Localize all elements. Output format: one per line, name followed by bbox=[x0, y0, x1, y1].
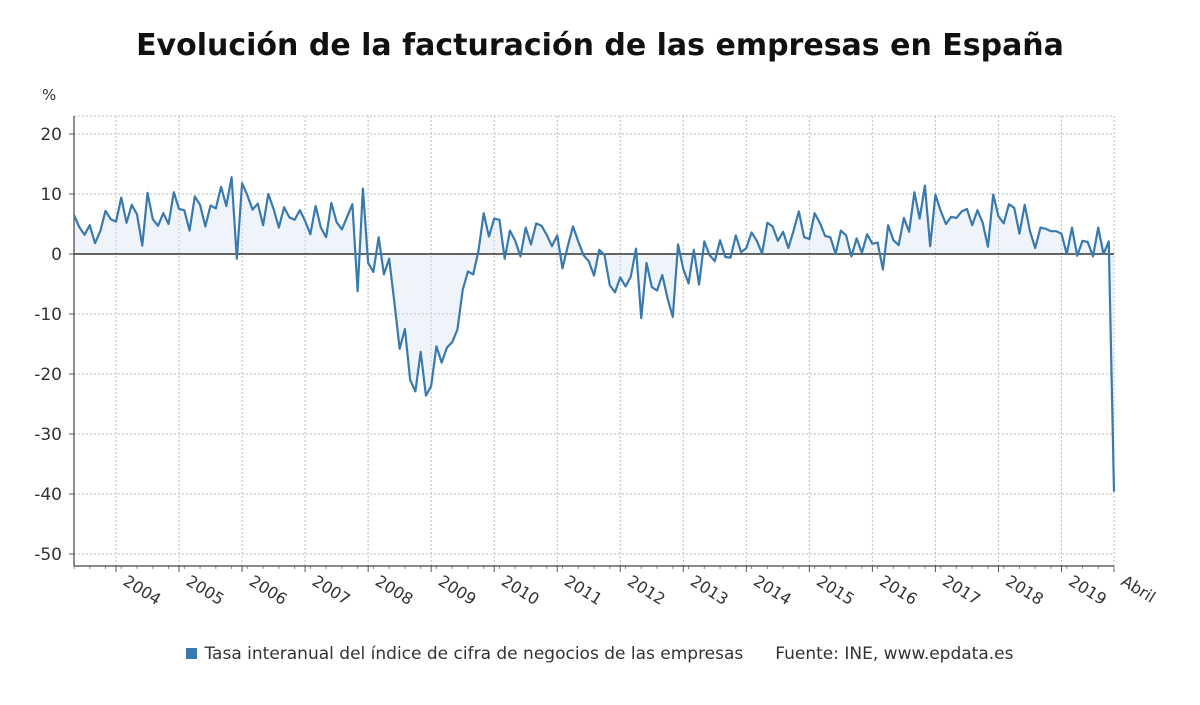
x-tick-label: 2012 bbox=[624, 571, 669, 609]
x-tick-label: 2008 bbox=[372, 571, 417, 609]
series-area bbox=[74, 177, 1114, 492]
legend: Tasa interanual del índice de cifra de n… bbox=[0, 644, 1200, 664]
area-layer bbox=[74, 177, 1114, 492]
x-tick-label: 2005 bbox=[183, 571, 228, 609]
x-tick-label: 2007 bbox=[309, 571, 354, 609]
x-tick-label: 2006 bbox=[246, 571, 291, 609]
y-tick-label: -50 bbox=[34, 545, 62, 565]
y-tick-label: -20 bbox=[34, 365, 62, 385]
y-tick-label: 10 bbox=[40, 185, 62, 205]
legend-series-label: Tasa interanual del índice de cifra de n… bbox=[204, 644, 744, 664]
x-tick-label: 2017 bbox=[939, 571, 984, 609]
y-tick-label: -40 bbox=[34, 485, 62, 505]
axis-layer bbox=[69, 116, 1115, 572]
x-tick-label: 2018 bbox=[1002, 571, 1047, 609]
x-tick-label: 2013 bbox=[687, 571, 732, 609]
x-tick-label: 2009 bbox=[435, 571, 480, 609]
line-layer bbox=[72, 176, 1116, 492]
legend-swatch bbox=[186, 648, 198, 659]
series-line bbox=[72, 176, 1116, 492]
x-tick-label: 2011 bbox=[561, 571, 606, 609]
x-tick-label: 2010 bbox=[498, 571, 543, 609]
source-note: Fuente: INE, www.epdata.es bbox=[775, 644, 1014, 664]
x-tick-label: 2019 bbox=[1065, 571, 1110, 609]
y-tick-label: -30 bbox=[34, 425, 62, 445]
y-tick-label: -10 bbox=[34, 305, 62, 325]
y-axis-unit: % bbox=[42, 86, 57, 104]
x-tick-label: Abril bbox=[1118, 571, 1159, 606]
x-tick-label: 2015 bbox=[813, 571, 858, 609]
x-tick-label: 2014 bbox=[750, 571, 795, 609]
x-tick-label: 2016 bbox=[876, 571, 921, 609]
chart-title: Evolución de la facturación de las empre… bbox=[136, 28, 1064, 63]
y-tick-label: 0 bbox=[51, 245, 62, 265]
x-tick-label: 2004 bbox=[120, 571, 165, 609]
y-tick-label: 20 bbox=[40, 125, 62, 145]
